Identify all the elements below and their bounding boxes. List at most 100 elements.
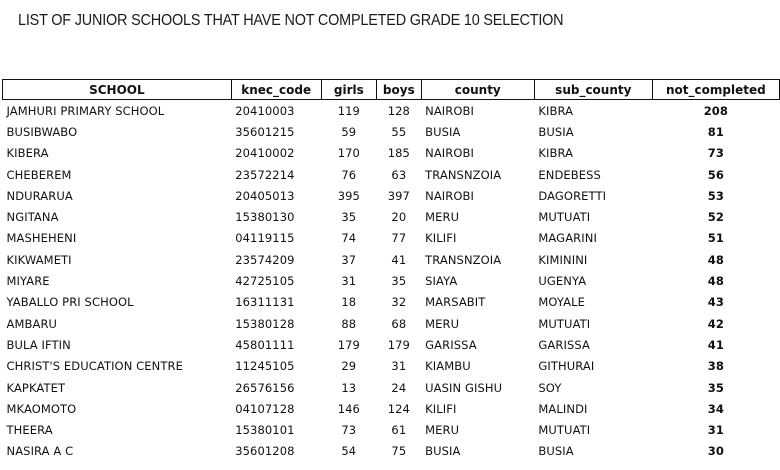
not-completed-cell: 48 <box>707 274 724 289</box>
school-cell: CHEBEREM <box>6 167 72 182</box>
column-header-sub-county: sub_county <box>533 79 653 100</box>
table-row: KAPKATET 26576156 13 24 UASIN GISHU SOY 35 <box>3 377 780 398</box>
girls-cell: 73 <box>341 423 357 438</box>
boys-cell: 61 <box>391 423 407 438</box>
boys-cell: 124 <box>387 401 410 416</box>
county-cell: MERU <box>425 316 460 331</box>
sub-county-cell: BUSIA <box>538 124 574 139</box>
table-row: BUSIBWABO 35601215 59 55 BUSIA BUSIA 81 <box>3 121 780 142</box>
not-completed-cell: 208 <box>703 103 729 118</box>
county-cell: BUSIA <box>425 124 461 139</box>
table-row: AMBARU 15380128 88 68 MERU MUTUATI 42 <box>3 313 780 334</box>
not-completed-cell: 52 <box>707 210 724 225</box>
girls-cell: 170 <box>337 146 360 161</box>
knec-code-cell: 20405013 <box>235 188 295 203</box>
school-cell: KIKWAMETI <box>6 252 72 267</box>
county-cell: TRANSNZOIA <box>425 252 502 267</box>
girls-cell: 29 <box>341 359 357 374</box>
boys-cell: 55 <box>391 124 407 139</box>
knec-code-cell: 35601215 <box>235 124 295 139</box>
school-cell: THEERA <box>6 423 53 438</box>
county-cell: TRANSNZOIA <box>425 167 502 182</box>
school-cell: BUSIBWABO <box>6 124 78 139</box>
table-row: YABALLO PRI SCHOOL 16311131 18 32 MARSABIT MO… <box>3 292 780 313</box>
county-cell: KILIFI <box>425 401 457 416</box>
not-completed-cell: 56 <box>707 167 724 182</box>
table-row: NASIRA A C 35601208 54 75 BUSIA BUSIA 30 <box>3 441 780 462</box>
boys-cell: 185 <box>387 146 410 161</box>
column-header-not-completed: not_completed <box>651 79 780 100</box>
page-title: LIST OF JUNIOR SCHOOLS THAT HAVE NOT COM… <box>18 12 564 29</box>
knec-code-cell: 23572214 <box>235 167 295 182</box>
sub-county-cell: MUTUATI <box>538 423 591 438</box>
county-cell: NAIROBI <box>425 188 475 203</box>
boys-cell: 77 <box>391 231 407 246</box>
county-cell: BUSIA <box>425 444 461 459</box>
boys-cell: 63 <box>391 167 407 182</box>
girls-cell: 179 <box>337 337 360 352</box>
school-cell: CHRIST'S EDUCATION CENTRE <box>6 359 183 374</box>
sub-county-cell: MALINDI <box>538 401 588 416</box>
knec-code-cell: 23574209 <box>235 252 295 267</box>
boys-cell: 35 <box>391 274 407 289</box>
girls-cell: 31 <box>341 274 357 289</box>
knec-code-cell: 16311131 <box>235 295 295 310</box>
knec-code-cell: 45801111 <box>235 337 295 352</box>
column-header-boys: boys <box>376 79 422 100</box>
column-header-school: SCHOOL <box>2 79 232 100</box>
table-row: CHEBEREM 23572214 76 63 TRANSNZOIA ENDEBESS 56 <box>3 164 780 185</box>
girls-cell: 59 <box>341 124 357 139</box>
school-cell: AMBARU <box>6 316 58 331</box>
knec-code-cell: 04107128 <box>235 401 295 416</box>
not-completed-cell: 48 <box>707 252 724 267</box>
county-cell: MARSABIT <box>425 295 486 310</box>
not-completed-cell: 38 <box>707 359 724 374</box>
county-cell: NAIROBI <box>425 103 475 118</box>
not-completed-cell: 81 <box>707 124 724 139</box>
school-cell: NGITANA <box>6 210 59 225</box>
girls-cell: 35 <box>341 210 357 225</box>
sub-county-cell: MOYALE <box>538 295 586 310</box>
not-completed-cell: 73 <box>707 146 724 161</box>
knec-code-cell: 04119115 <box>235 231 295 246</box>
county-cell: MERU <box>425 423 460 438</box>
sub-county-cell: KIBRA <box>538 103 574 118</box>
schools-table: SCHOOL knec_code girls boys county sub_c… <box>2 79 780 462</box>
boys-cell: 41 <box>391 252 407 267</box>
not-completed-cell: 30 <box>707 444 724 459</box>
school-cell: MKAOMOTO <box>6 401 77 416</box>
boys-cell: 24 <box>391 380 407 395</box>
sub-county-cell: MUTUATI <box>538 210 591 225</box>
school-cell: KAPKATET <box>6 380 66 395</box>
knec-code-cell: 15380128 <box>235 316 295 331</box>
sub-county-cell: ENDEBESS <box>538 167 601 182</box>
sub-county-cell: DAGORETTI <box>538 188 607 203</box>
school-cell: KIBERA <box>6 146 49 161</box>
boys-cell: 20 <box>391 210 407 225</box>
school-cell: JAMHURI PRIMARY SCHOOL <box>6 103 165 118</box>
not-completed-cell: 51 <box>707 231 724 246</box>
not-completed-cell: 31 <box>707 423 724 438</box>
sub-county-cell: KIBRA <box>538 146 574 161</box>
sub-county-cell: MAGARINI <box>538 231 597 246</box>
county-cell: GARISSA <box>425 337 477 352</box>
school-cell: NDURARUA <box>6 188 73 203</box>
table-row: MASHEHENI 04119115 74 77 KILIFI MAGARINI 51 <box>3 228 780 249</box>
knec-code-cell: 20410002 <box>235 146 295 161</box>
not-completed-cell: 43 <box>707 295 724 310</box>
table-row: KIKWAMETI 23574209 37 41 TRANSNZOIA KIMININI 4… <box>3 249 780 270</box>
knec-code-cell: 20410003 <box>235 103 295 118</box>
girls-cell: 18 <box>341 295 357 310</box>
girls-cell: 13 <box>341 380 357 395</box>
school-cell: NASIRA A C <box>6 444 74 459</box>
boys-cell: 75 <box>391 444 407 459</box>
girls-cell: 119 <box>337 103 360 118</box>
table-row: JAMHURI PRIMARY SCHOOL 20410003 119 128 NAIR… <box>3 100 780 122</box>
table-row: NDURARUA 20405013 395 397 NAIROBI DAGORETTI 53 <box>3 185 780 206</box>
sub-county-cell: BUSIA <box>538 444 574 459</box>
girls-cell: 146 <box>337 401 360 416</box>
county-cell: SIAYA <box>425 274 458 289</box>
not-completed-cell: 53 <box>707 188 724 203</box>
school-cell: MIYARE <box>6 274 50 289</box>
not-completed-cell: 35 <box>707 380 724 395</box>
